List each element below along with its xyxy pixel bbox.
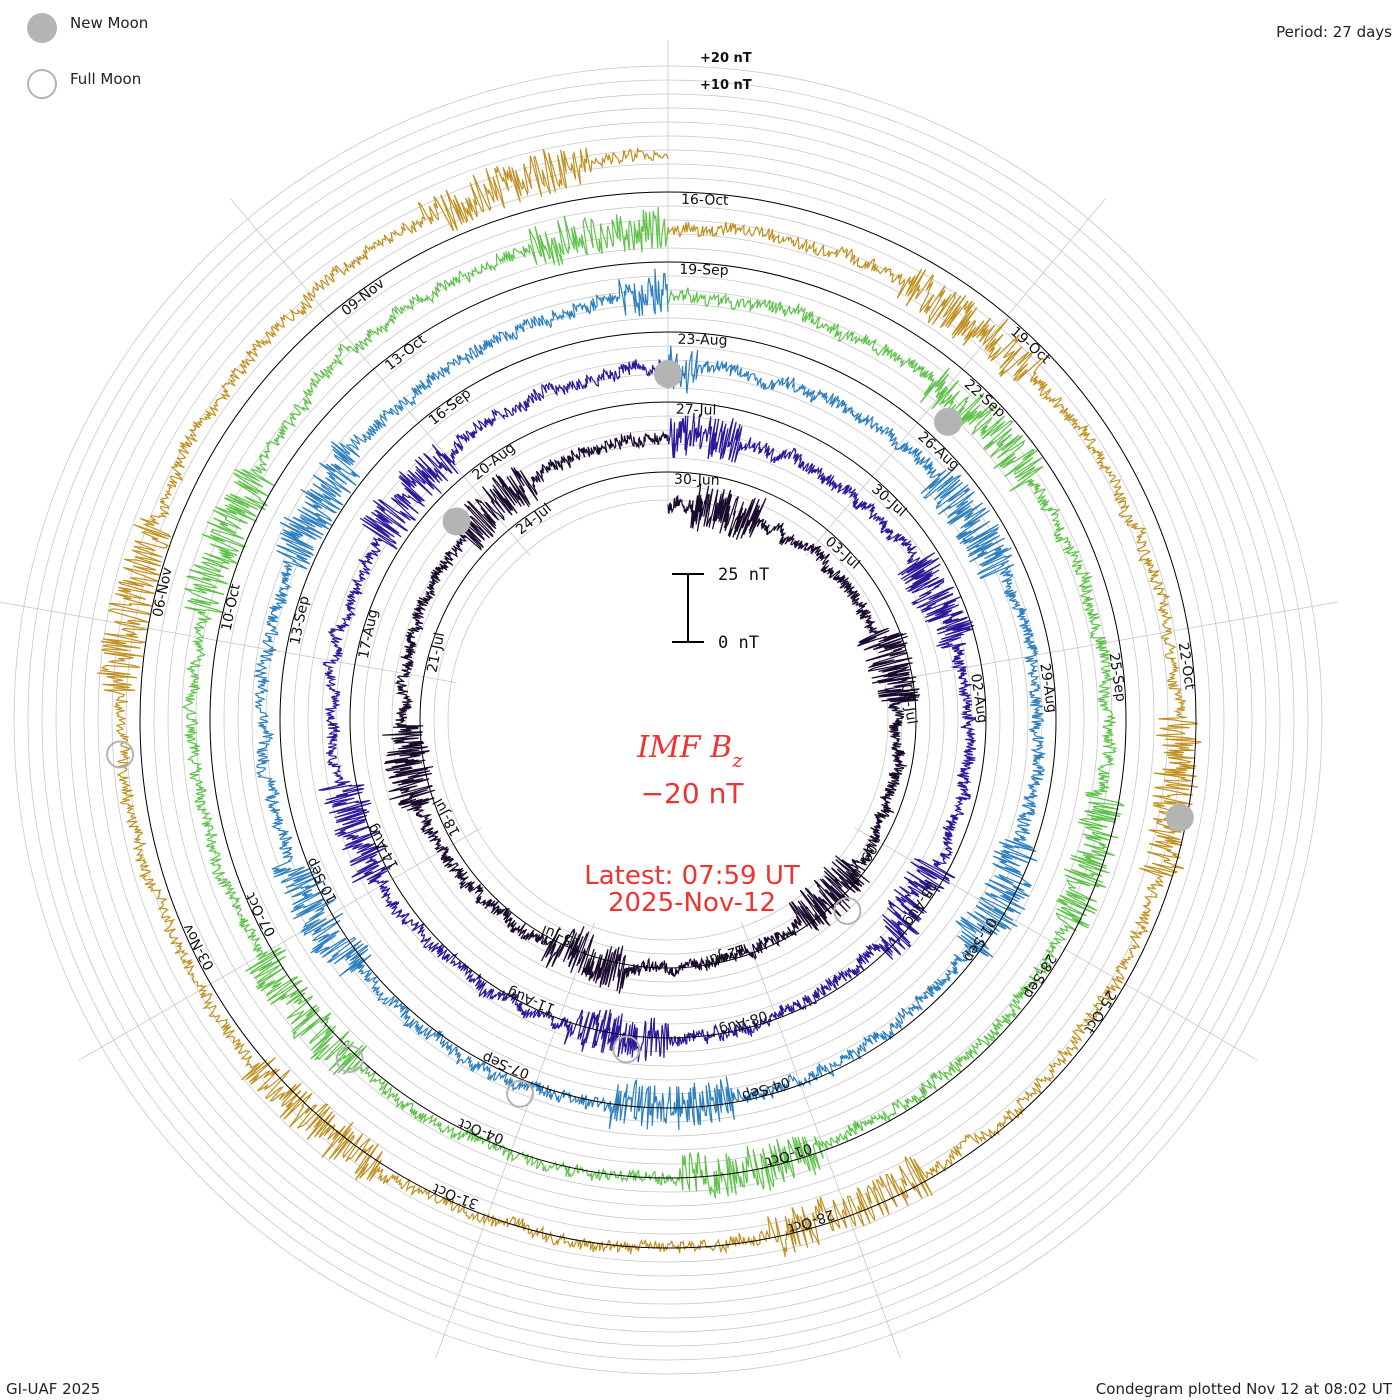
day-spoke xyxy=(805,198,1106,556)
full-moon-marker xyxy=(106,740,135,769)
full-moon-marker xyxy=(612,1035,641,1064)
date-label: 29-Aug xyxy=(1036,662,1059,714)
plus10-label: +10 nT xyxy=(700,78,752,93)
date-label: 24-Jul xyxy=(513,500,555,538)
day-spoke xyxy=(879,601,1338,684)
day-spokes xyxy=(0,40,1338,1360)
day-spoke xyxy=(230,198,531,556)
date-label: 22-Oct xyxy=(1175,641,1198,691)
day-spoke xyxy=(0,601,457,684)
latest-date: 2025-Nov-12 xyxy=(608,888,776,918)
date-label: 16-Oct xyxy=(681,192,729,209)
day-spoke xyxy=(741,921,901,1360)
date-label: 19-Oct xyxy=(1007,324,1054,368)
day-spoke xyxy=(78,827,483,1061)
plus20-label: +20 nT xyxy=(700,51,752,66)
series-line xyxy=(181,207,1126,1199)
date-label: 30-Jun xyxy=(674,472,720,489)
scale-top-label: 25 nT xyxy=(718,565,769,585)
date-label: 13-Sep xyxy=(287,595,312,647)
moon-markers xyxy=(106,360,1194,1108)
new-moon-marker xyxy=(654,360,682,388)
full-moon-icon xyxy=(27,69,57,99)
credit-label: GI-UAF 2025 xyxy=(6,1380,100,1398)
series-line xyxy=(382,430,921,994)
title-offset: −20 nT xyxy=(641,777,745,810)
full-moon-label: Full Moon xyxy=(70,70,141,88)
date-label: 08-Aug xyxy=(717,1007,769,1038)
scale-bottom-label: 0 nT xyxy=(718,633,759,653)
date-label: 25-Sep xyxy=(1105,652,1128,703)
date-label: 30-Jul xyxy=(868,481,909,520)
plotted-label: Condegram plotted Nov 12 at 08:02 UT xyxy=(1096,1380,1393,1398)
baseline-circle xyxy=(139,191,1197,1249)
title-quantity: IMF Bz xyxy=(636,730,743,772)
new-moon-marker xyxy=(1165,803,1194,832)
date-label: 27-Jul xyxy=(676,402,717,419)
series-line xyxy=(318,358,977,1063)
date-label: 17-Aug xyxy=(356,608,382,660)
date-label: 09-Jul xyxy=(845,841,880,884)
baseline-circles xyxy=(139,191,1197,1249)
full-moon-marker xyxy=(335,1044,364,1073)
date-label: 13-Oct xyxy=(382,332,429,374)
new-moon-marker xyxy=(933,407,962,436)
date-label: 04-Oct xyxy=(456,1114,507,1146)
date-label: 21-Jul xyxy=(425,631,449,674)
day-spoke xyxy=(435,921,595,1360)
baseline-circle xyxy=(209,261,1127,1179)
baseline-circle xyxy=(419,471,917,969)
series-line xyxy=(253,268,1046,1131)
date-label: 06-Jul xyxy=(898,683,920,725)
full-moon-marker xyxy=(506,1079,535,1108)
date-label: 04-Sep xyxy=(740,1073,792,1104)
new-moon-marker xyxy=(442,507,471,536)
date-label: 02-Aug xyxy=(967,673,990,725)
baseline-circle xyxy=(279,331,1057,1109)
new-moon-icon xyxy=(27,13,57,43)
date-label: 19-Sep xyxy=(679,262,729,279)
title-subscript: z xyxy=(731,748,743,772)
date-label: 12-Jul xyxy=(704,940,748,968)
full-moon-marker xyxy=(833,896,862,925)
data-traces xyxy=(97,146,1202,1257)
date-label: 16-Sep xyxy=(426,386,475,429)
title-quantity-text: IMF B xyxy=(636,730,732,765)
new-moon-label: New Moon xyxy=(70,14,148,32)
date-label: 23-Aug xyxy=(677,332,727,349)
latest-time: Latest: 07:59 UT xyxy=(584,861,800,891)
period-label: Period: 27 days xyxy=(1276,23,1392,41)
series-line xyxy=(97,146,1202,1257)
date-label: 10-Oct xyxy=(219,582,244,632)
date-label: 09-Nov xyxy=(339,276,388,320)
date-label: 03-Nov xyxy=(180,921,218,973)
baseline-circle xyxy=(349,401,987,1039)
